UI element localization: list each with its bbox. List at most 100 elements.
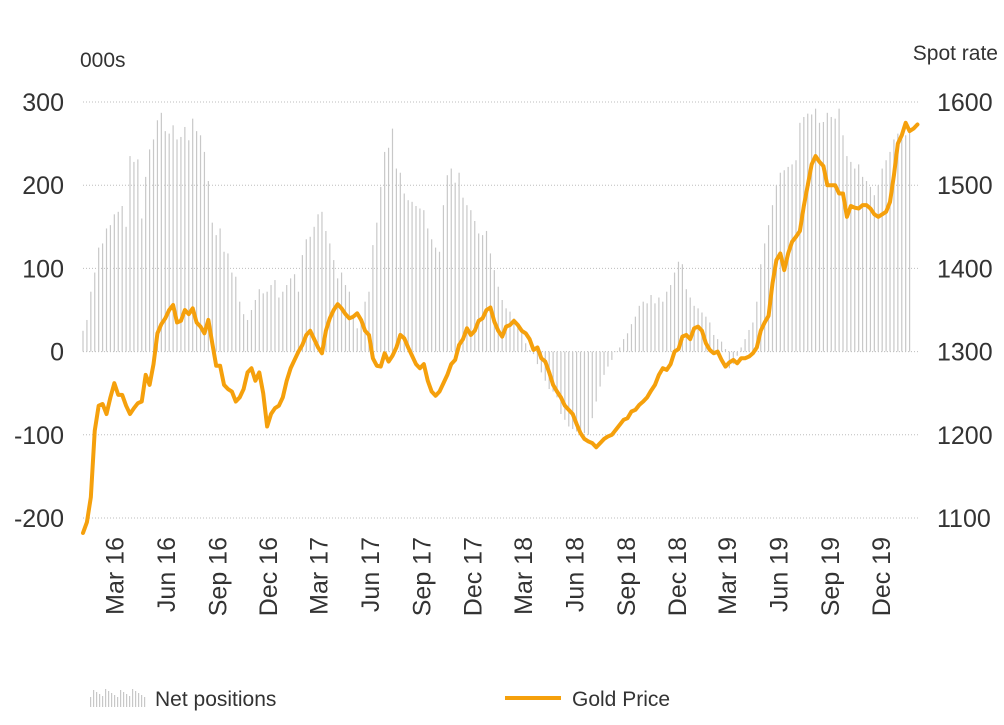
net-position-bar xyxy=(313,226,315,352)
net-position-bar xyxy=(560,351,562,414)
legend-swatch-bar xyxy=(120,690,122,707)
net-position-bar xyxy=(478,233,480,352)
net-position-bar xyxy=(905,135,907,352)
net-position-bar xyxy=(826,112,828,352)
right-axis-tick-label: 1300 xyxy=(937,339,993,367)
net-position-bar xyxy=(180,136,182,352)
x-axis-tick-label: Jun 19 xyxy=(766,537,794,612)
net-position-bar xyxy=(215,235,217,352)
net-position-bar xyxy=(568,351,570,427)
net-position-bar xyxy=(293,274,296,352)
net-position-bar xyxy=(344,285,347,352)
net-position-bar xyxy=(556,351,558,398)
left-axis-tick-label: 300 xyxy=(22,89,64,117)
net-position-bar xyxy=(803,116,805,352)
left-axis-tick-label: 0 xyxy=(50,339,64,367)
net-position-bar xyxy=(254,300,256,352)
net-position-bar xyxy=(623,339,625,352)
net-position-bar xyxy=(677,261,680,352)
right-axis-tick-label: 1500 xyxy=(937,172,993,200)
x-axis-tick-label: Mar 17 xyxy=(306,537,334,615)
legend-swatch-bar xyxy=(132,689,134,707)
net-position-bar xyxy=(583,351,586,434)
net-position-bar xyxy=(168,133,170,352)
net-position-bar xyxy=(885,160,887,352)
net-position-bar xyxy=(587,351,589,435)
net-position-bar xyxy=(125,226,127,352)
net-position-bar xyxy=(266,291,268,352)
net-position-bar xyxy=(262,293,264,352)
net-position-bar xyxy=(419,208,421,352)
net-position-bar xyxy=(227,253,229,352)
net-position-bar xyxy=(591,351,593,419)
net-position-bar xyxy=(129,156,131,352)
net-position-bar xyxy=(638,305,640,352)
net-position-bar xyxy=(732,351,734,365)
net-position-bar xyxy=(376,222,378,352)
net-position-bar xyxy=(427,228,429,352)
net-position-bar xyxy=(317,214,319,352)
net-position-bar xyxy=(795,160,797,352)
net-position-bar xyxy=(340,272,343,352)
x-axis-tick-label: Sep 18 xyxy=(613,537,641,616)
x-axis-tick-label: Mar 18 xyxy=(510,537,538,615)
net-position-bar xyxy=(869,186,872,352)
net-position-bar xyxy=(368,291,370,352)
net-position-bar xyxy=(760,264,762,352)
net-position-bar xyxy=(615,351,617,353)
net-position-bar xyxy=(438,251,441,352)
legend-swatch-bar xyxy=(117,697,119,707)
net-position-bar xyxy=(481,235,484,352)
net-position-bar xyxy=(873,195,875,352)
net-position-bar xyxy=(489,253,492,352)
net-position-bar xyxy=(235,276,237,352)
net-position-bar xyxy=(152,139,155,352)
net-position-bar xyxy=(372,245,374,352)
right-axis-tick-label: 1600 xyxy=(937,89,993,117)
net-position-bar xyxy=(497,286,499,352)
x-axis-tick-label: Mar 16 xyxy=(101,537,129,615)
net-position-bar xyxy=(603,351,605,375)
net-position-bar xyxy=(532,351,535,355)
net-position-bar xyxy=(98,247,100,352)
x-axis-tick-label: Dec 18 xyxy=(664,537,692,616)
net-position-bar xyxy=(807,113,809,352)
legend-swatch-bar xyxy=(99,694,101,707)
net-position-bar xyxy=(337,278,339,352)
legend-swatch-bar xyxy=(123,692,125,707)
net-position-bar xyxy=(207,181,209,352)
net-position-bar xyxy=(199,135,202,352)
net-position-bar xyxy=(838,108,840,352)
net-position-bar xyxy=(525,343,527,352)
net-position-bar xyxy=(101,243,104,352)
net-position-bar xyxy=(239,301,241,352)
legend-swatch-bar xyxy=(129,696,131,707)
legend-gold-price-label: Gold Price xyxy=(572,688,670,711)
net-position-bar xyxy=(861,176,864,352)
net-position-bar xyxy=(756,301,758,352)
x-axis-tick-label: Jun 17 xyxy=(357,537,385,612)
net-position-bar xyxy=(164,131,166,352)
net-position-bar xyxy=(536,351,539,365)
legend-swatch-bar xyxy=(144,697,146,707)
net-position-bar xyxy=(854,168,856,352)
x-axis-tick-label: Mar 19 xyxy=(714,537,742,615)
net-position-bar xyxy=(858,164,860,352)
x-axis-tick-label: Sep 16 xyxy=(204,537,232,616)
net-position-bar xyxy=(791,164,793,352)
net-position-bar xyxy=(458,172,460,352)
net-position-bar xyxy=(865,181,868,352)
net-position-bar xyxy=(709,322,711,352)
x-axis-tick-labels: Mar 16 Jun 16 Sep 16 Dec 16 Mar 17 Jun 17 Sep … xyxy=(101,537,896,616)
net-position-bar xyxy=(713,334,715,352)
net-position-bar xyxy=(117,211,119,352)
net-position-bar xyxy=(121,206,123,352)
net-position-bar xyxy=(434,247,437,352)
net-position-bar xyxy=(529,349,531,352)
net-position-bar xyxy=(901,139,903,352)
net-position-bar xyxy=(764,243,766,352)
net-position-bar xyxy=(814,108,817,352)
net-position-bar xyxy=(842,135,844,352)
legend-swatch-bar xyxy=(90,697,92,707)
net-position-bar xyxy=(196,131,198,352)
